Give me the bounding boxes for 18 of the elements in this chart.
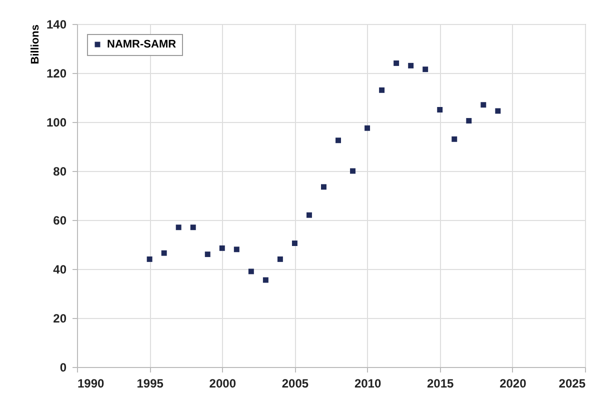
x-tick-label: 2010 bbox=[354, 376, 382, 390]
y-tick-label: 140 bbox=[46, 18, 67, 32]
x-tick-label: 2000 bbox=[209, 376, 236, 390]
legend-label: NAMR-SAMR bbox=[107, 38, 176, 50]
x-tick-label: 2005 bbox=[282, 376, 309, 390]
y-tick-label: 20 bbox=[53, 312, 67, 326]
y-tick-label: 60 bbox=[53, 214, 67, 228]
y-tick-label: 80 bbox=[53, 164, 67, 178]
x-tick-label: 2015 bbox=[427, 376, 454, 390]
x-tick-label: 1995 bbox=[136, 376, 164, 390]
y-tick-label: 120 bbox=[46, 66, 67, 80]
x-tick-label: 2025 bbox=[558, 376, 586, 390]
y-axis-title: Billions bbox=[29, 24, 42, 64]
y-tick-label: 0 bbox=[60, 360, 67, 374]
y-tick-label: 100 bbox=[46, 116, 67, 130]
y-tick-label: 40 bbox=[53, 262, 67, 276]
x-tick-label: 1990 bbox=[78, 376, 105, 390]
x-tick-label: 2020 bbox=[500, 376, 527, 390]
